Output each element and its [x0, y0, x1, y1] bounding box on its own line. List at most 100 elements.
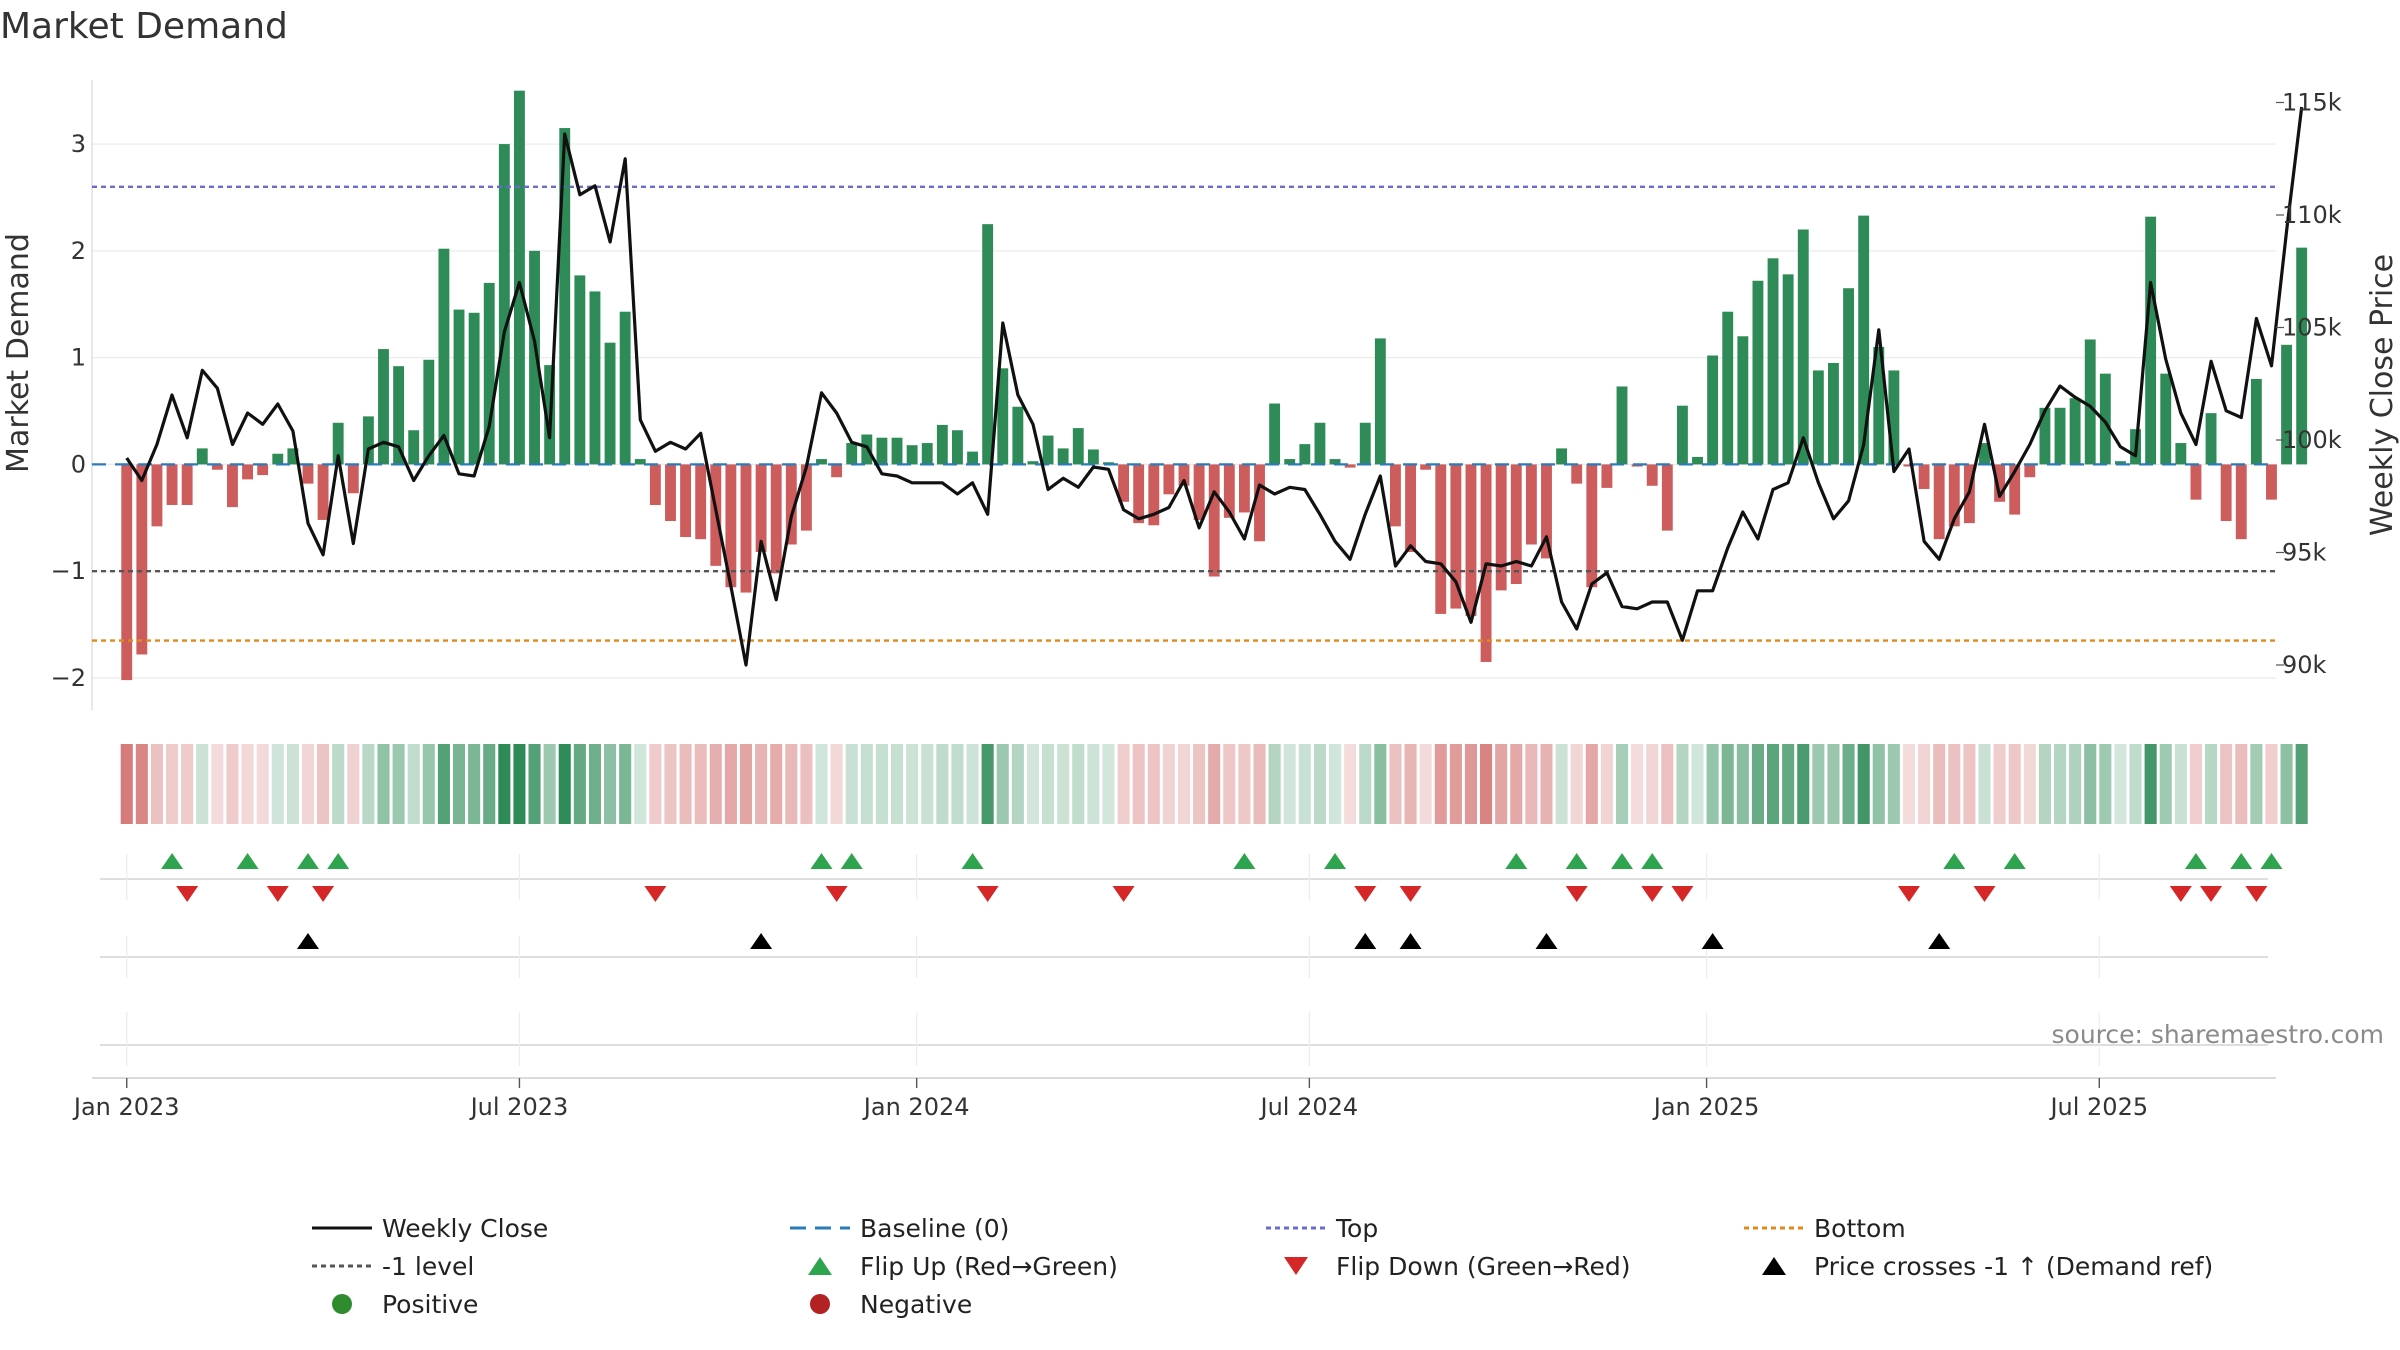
heat-cell — [1344, 744, 1357, 824]
y-tick-right: 115k — [2282, 89, 2342, 117]
demand-bar — [1510, 464, 1522, 584]
demand-bar — [211, 464, 223, 470]
heat-cell — [634, 744, 647, 824]
demand-bar — [891, 437, 903, 465]
demand-bar — [1208, 464, 1220, 577]
heat-cell — [1570, 744, 1583, 824]
flip-up-marker — [1611, 853, 1634, 869]
price-cross-marker — [1399, 933, 1422, 949]
demand-bar — [514, 90, 525, 465]
heat-cell — [845, 744, 858, 824]
heat-cell — [1449, 744, 1462, 824]
heat-cell — [2023, 744, 2036, 824]
demand-bar — [302, 464, 314, 484]
heat-cell — [1510, 744, 1523, 824]
heat-cell — [1480, 744, 1493, 824]
heat-cell — [785, 744, 798, 824]
x-tick-label: Jul 2025 — [2048, 1093, 2148, 1121]
demand-bar — [483, 282, 495, 465]
demand-bar — [665, 464, 676, 521]
flip-up-marker — [327, 853, 350, 869]
demand-bar — [1238, 464, 1250, 513]
heat-cell — [422, 744, 435, 824]
demand-bar — [785, 464, 797, 545]
legend-swatch — [332, 1294, 352, 1314]
heat-cell — [1585, 744, 1598, 824]
demand-bar — [831, 464, 843, 478]
demand-bar — [1435, 464, 1447, 614]
flip-up-marker — [2230, 853, 2253, 869]
heat-cell — [1298, 744, 1311, 824]
heat-cell — [1751, 744, 1764, 824]
flip-down-marker — [2200, 886, 2223, 902]
heat-cell — [800, 744, 813, 824]
heat-cell — [1706, 744, 1719, 824]
heat-cell — [2084, 744, 2097, 824]
demand-bar — [1525, 464, 1537, 545]
legend-label: Top — [1335, 1214, 1378, 1243]
heat-cell — [166, 744, 179, 824]
y-tick-right: 95k — [2282, 539, 2327, 567]
flip-up-marker — [2003, 853, 2026, 869]
heat-cell — [1978, 744, 1991, 824]
heat-cell — [2099, 744, 2112, 824]
y-tick-right: 100k — [2282, 426, 2342, 454]
heat-cell — [2129, 744, 2142, 824]
demand-bar — [181, 464, 193, 505]
y-ticks-right: 115k 110k 105k 100k 95k 90k — [2276, 89, 2342, 679]
heat-cell — [2189, 744, 2202, 824]
demand-bar — [2024, 464, 2036, 478]
demand-bar — [1979, 443, 1990, 465]
demand-bar — [1057, 448, 1069, 465]
heat-cell — [694, 744, 707, 824]
heat-cell — [1419, 744, 1432, 824]
demand-bar — [982, 224, 994, 465]
heat-cell — [2069, 744, 2082, 824]
legend-label: Baseline (0) — [860, 1214, 1009, 1243]
heat-cell — [407, 744, 420, 824]
flip-down-marker — [976, 886, 999, 902]
price-cross-marker — [750, 933, 773, 949]
demand-bar — [1359, 422, 1371, 465]
demand-bar — [121, 464, 133, 681]
heat-cell — [1329, 744, 1342, 824]
demand-bar — [227, 464, 238, 508]
demand-bar — [1148, 464, 1160, 526]
flip-down-marker — [266, 886, 289, 902]
demand-bar — [1722, 311, 1734, 465]
flip-down-marker — [825, 886, 848, 902]
heat-cell — [1359, 744, 1372, 824]
demand-bar — [1782, 274, 1794, 465]
demand-bar — [2220, 464, 2232, 521]
heat-cell — [1812, 744, 1825, 824]
heat-cell — [1827, 744, 1840, 824]
heat-cell — [271, 744, 284, 824]
demand-bar — [1118, 464, 1130, 502]
demand-bar — [2069, 398, 2081, 465]
heat-cell — [709, 744, 722, 824]
demand-bar — [846, 443, 858, 465]
heat-cell — [1238, 744, 1251, 824]
demand-bar — [1344, 464, 1356, 468]
heat-cell — [770, 744, 783, 824]
heat-cell — [1872, 744, 1885, 824]
heat-cell — [317, 744, 330, 824]
demand-bar — [136, 464, 148, 655]
legend-label: Weekly Close — [382, 1214, 548, 1243]
demand-bar — [936, 424, 948, 465]
demand-bar — [574, 275, 586, 465]
legend-swatch — [1284, 1257, 1308, 1275]
heat-cell — [1721, 744, 1734, 824]
demand-bar — [2009, 464, 2021, 515]
heat-cell — [1525, 744, 1538, 824]
heat-cell — [1887, 744, 1900, 824]
demand-bar — [1903, 464, 1915, 467]
y-tick-left: 2 — [71, 237, 86, 265]
heat-cell — [890, 744, 904, 824]
demand-bar — [1994, 464, 2006, 502]
demand-bar — [1888, 370, 1900, 465]
heat-cell — [1676, 744, 1689, 824]
heat-cell — [2174, 744, 2187, 824]
demand-bar — [1571, 464, 1583, 484]
demand-bar — [2099, 373, 2111, 465]
